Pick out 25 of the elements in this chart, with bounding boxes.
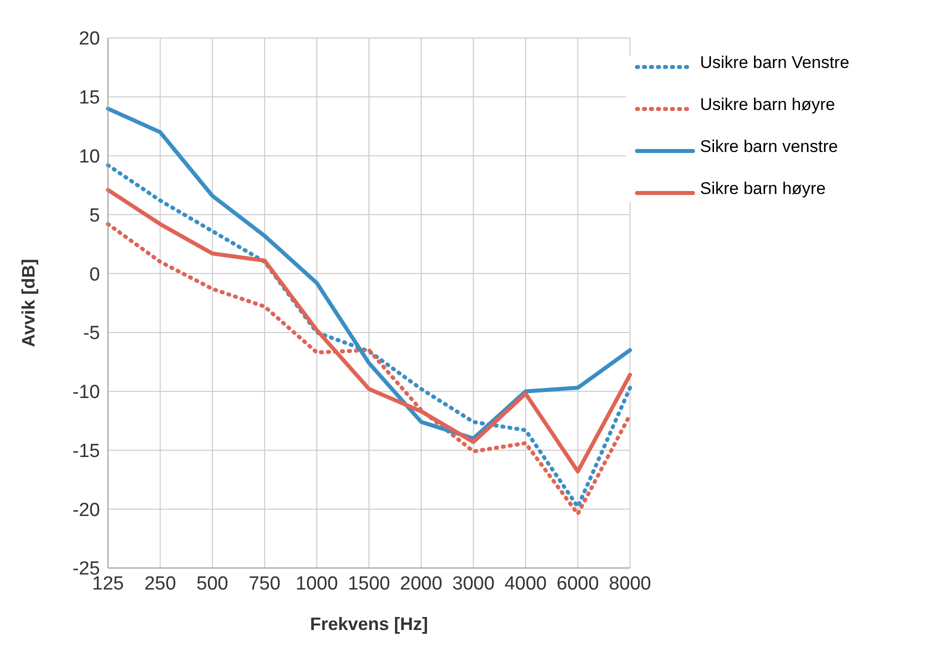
y-tick-label: -20 bbox=[72, 500, 100, 521]
legend-label: Sikre barn venstre bbox=[700, 136, 839, 158]
x-tick-label: 6000 bbox=[556, 573, 599, 594]
y-tick-label: 15 bbox=[78, 88, 100, 109]
legend-label: Sikre barn høyre bbox=[700, 178, 827, 200]
y-tick-label: 5 bbox=[89, 205, 100, 226]
x-axis-title: Frekvens [Hz] bbox=[310, 614, 428, 634]
y-tick-label: 0 bbox=[89, 264, 100, 286]
y-tick-label: -15 bbox=[72, 440, 100, 462]
x-tick-label: 4000 bbox=[504, 573, 547, 594]
y-axis-title: Avvik [dB] bbox=[18, 258, 38, 348]
legend-label: Usikre barn Venstre bbox=[700, 52, 850, 74]
y-tick-label: -10 bbox=[72, 382, 100, 404]
x-tick-label: 3000 bbox=[452, 573, 495, 594]
y-tick-label: -5 bbox=[83, 323, 100, 344]
y-tick-label: 10 bbox=[78, 146, 100, 168]
x-tick-label: 2000 bbox=[400, 573, 442, 594]
x-tick-label: 500 bbox=[196, 573, 228, 594]
y-tick-label: 20 bbox=[78, 28, 100, 50]
legend-label: Usikre barn høyre bbox=[700, 94, 836, 116]
x-tick-label: 1000 bbox=[296, 573, 338, 594]
x-tick-label: 750 bbox=[248, 573, 280, 594]
x-tick-label: 8000 bbox=[608, 573, 652, 594]
x-tick-label: 1500 bbox=[348, 573, 390, 594]
x-tick-label: 250 bbox=[144, 573, 176, 594]
